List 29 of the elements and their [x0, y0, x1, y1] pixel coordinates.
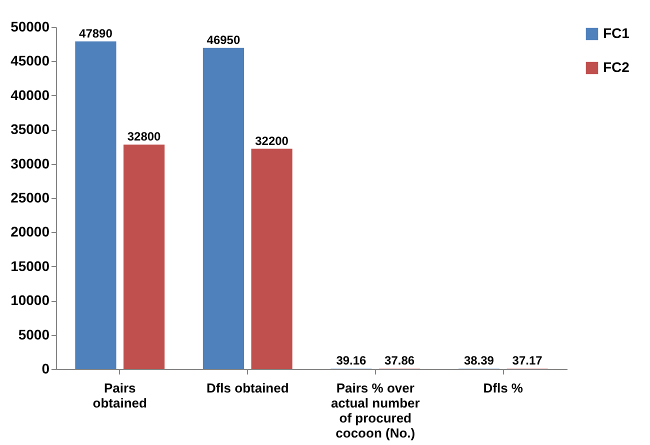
legend-label: FC1	[603, 25, 630, 41]
data-label: 32200	[255, 134, 289, 148]
x-tick-label: Pairs obtained	[92, 380, 148, 410]
legend-label: FC2	[603, 59, 630, 75]
data-label: 39.16	[336, 354, 367, 368]
y-tick-label: 45000	[10, 52, 50, 69]
bar	[75, 41, 116, 369]
x-tick-label: Dfls %	[483, 380, 524, 396]
x-tick-label: Pairs % over actual number of procured cocoon (No.)	[330, 380, 420, 440]
y-tick-label: 30000	[10, 155, 50, 172]
bar	[251, 148, 292, 369]
data-label: 37.86	[384, 354, 415, 368]
y-tick-label: 40000	[10, 86, 50, 103]
y-tick-label: 5000	[18, 326, 50, 342]
y-tick-label: 35000	[10, 121, 50, 138]
data-label: 46950	[206, 32, 240, 47]
data-label: 37.17	[512, 354, 543, 368]
y-tick-label: 25000	[10, 190, 50, 206]
y-tick-label: 0	[42, 360, 50, 376]
x-tick-label: Dfls obtained	[206, 380, 289, 396]
data-label: 32800	[127, 130, 162, 144]
y-tick-label: 20000	[10, 224, 50, 240]
y-tick-label: 15000	[10, 258, 50, 274]
y-tick-label: 10000	[10, 292, 50, 308]
data-label: 47890	[79, 26, 113, 40]
bar	[124, 144, 165, 369]
bar	[202, 48, 244, 369]
y-tick-label: 50000	[10, 18, 50, 34]
data-label: 38.39	[464, 354, 494, 368]
